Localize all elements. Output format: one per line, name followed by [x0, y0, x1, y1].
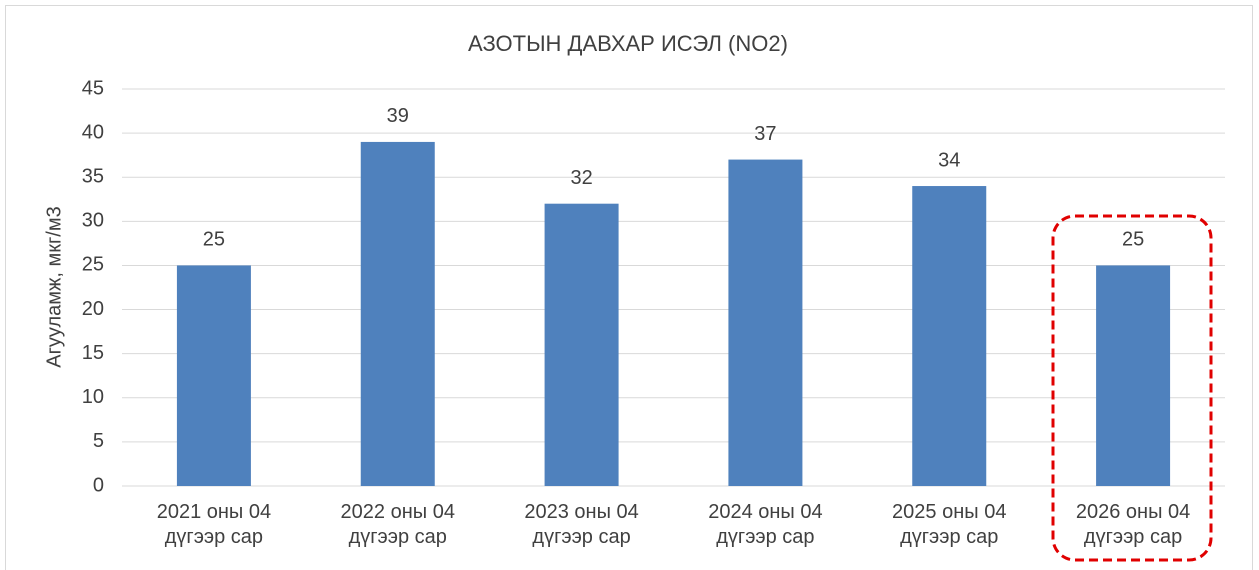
x-tick-label-box: 2022 оны 04 дүгээр сар — [340, 501, 455, 548]
y-tick-label: 35 — [82, 166, 104, 188]
bar — [912, 186, 987, 487]
value-label: 25 — [1122, 229, 1144, 251]
highlight-box — [1051, 214, 1213, 562]
bar — [728, 159, 803, 487]
x-tick-label-box: 2025 оны 04 дүгээр сар — [892, 501, 1007, 548]
x-tick-label: 2021 оны 04 дүгээр сар — [156, 501, 272, 548]
x-tick-label-box: 2021 оны 04 дүгээр сар — [156, 501, 272, 548]
x-tick-label-box: 2024 оны 04 дүгээр сар — [708, 501, 823, 548]
bar — [1096, 265, 1171, 486]
y-tick-label: 10 — [82, 386, 104, 408]
x-tick-label-box: 2023 оны 04 дүгээр сар — [524, 501, 639, 548]
y-tick-label: 5 — [93, 430, 104, 452]
x-tick-label: 2024 оны 04 дүгээр сар — [708, 501, 823, 548]
y-tick-label: 20 — [82, 298, 104, 320]
bar — [544, 203, 619, 486]
chart-title: АЗОТЫН ДАВХАР ИСЭЛ (NO2) — [468, 31, 788, 56]
bar — [176, 265, 251, 486]
x-tick-label-box: 2026 оны 04 дүгээр сар — [1075, 501, 1191, 548]
y-tick-label: 15 — [82, 342, 104, 364]
x-tick-label: 2022 оны 04 дүгээр сар — [340, 501, 455, 548]
x-tick-label: 2025 оны 04 дүгээр сар — [892, 501, 1007, 548]
y-tick-label: 40 — [82, 121, 104, 143]
x-tick-label: 2023 оны 04 дүгээр сар — [524, 501, 639, 548]
x-tick-label: 2026 оны 04 дүгээр сар — [1075, 501, 1191, 548]
y-axis-label: Агууламж, мкг/м3 — [43, 206, 65, 367]
value-label: 34 — [938, 149, 960, 171]
value-label: 32 — [570, 167, 592, 189]
y-tick-label: 45 — [82, 77, 104, 99]
y-tick-label: 0 — [93, 474, 104, 496]
y-tick-label: 30 — [82, 210, 104, 232]
value-label: 37 — [754, 123, 776, 145]
y-tick-label: 25 — [82, 254, 104, 276]
value-label: 39 — [387, 105, 409, 127]
bar — [360, 141, 435, 486]
value-label: 25 — [203, 229, 225, 251]
